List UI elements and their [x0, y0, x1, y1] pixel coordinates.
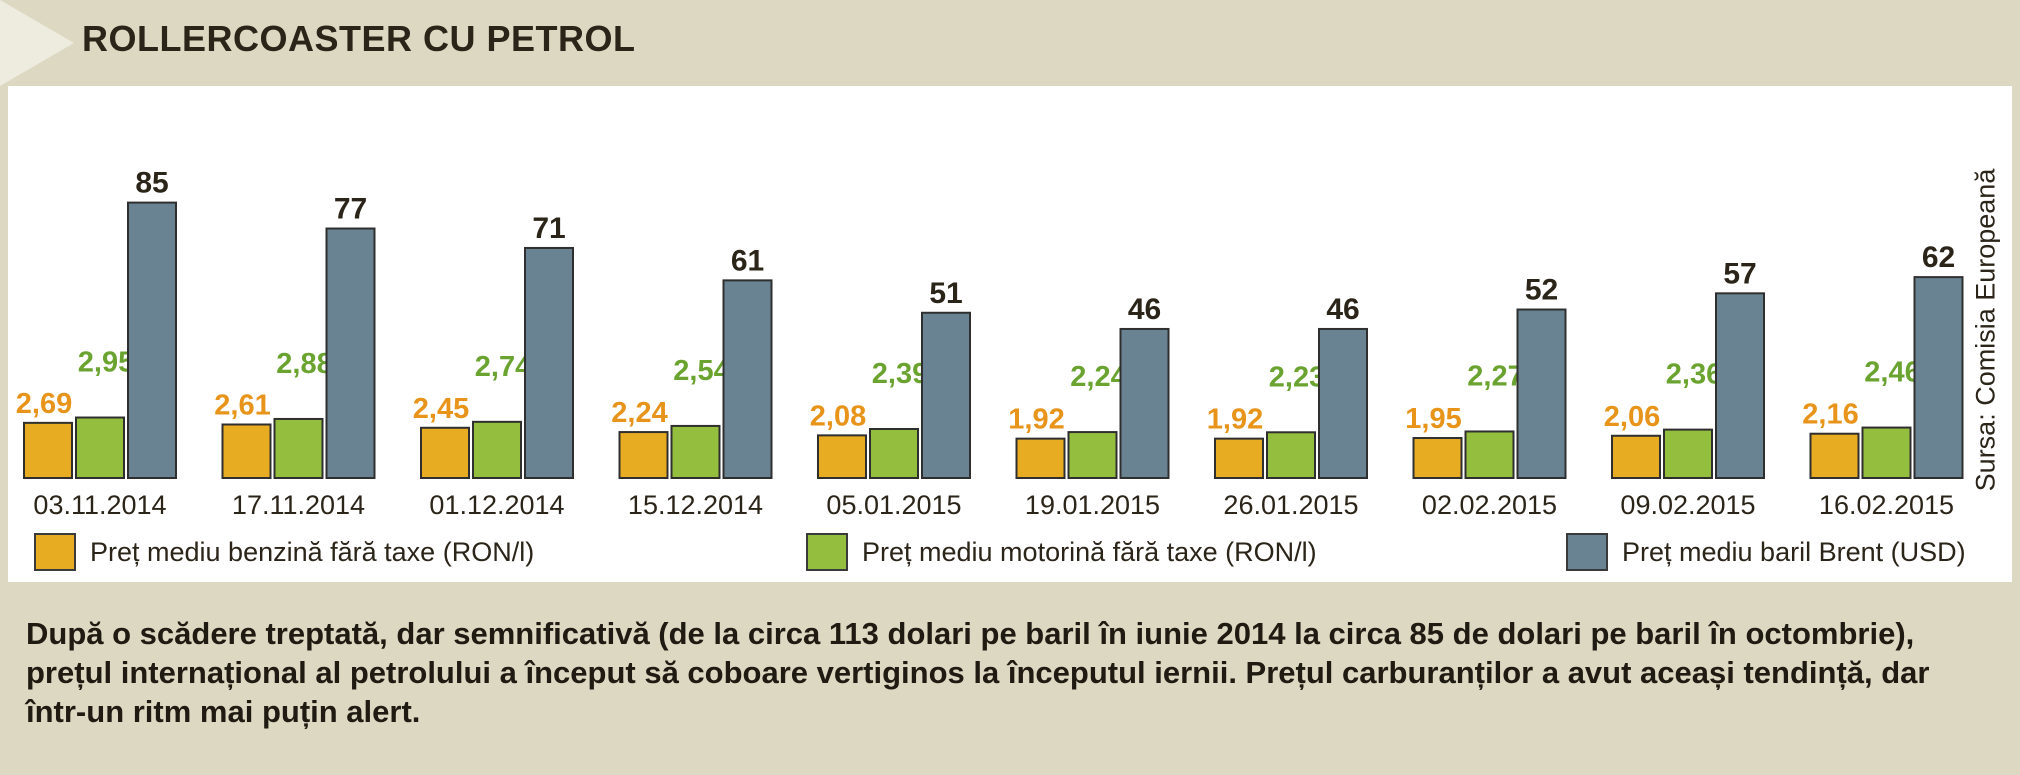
- data-label-motorina-3: 2,54: [673, 355, 729, 387]
- bar-motorina-1: [273, 417, 324, 479]
- bar-benzina-5: [1015, 437, 1066, 480]
- data-label-benzina-6: 1,92: [1207, 404, 1263, 436]
- x-tick-label-7: 02.02.2015: [1422, 490, 1557, 520]
- bar-chart: 2,692,95 85 03.11.2014 2,612,88 77 17.11.2014…: [16, 167, 1964, 520]
- data-label-motorina-6: 2,23: [1269, 361, 1325, 393]
- bar-brent-4: [921, 311, 971, 480]
- legend-label-benzina: Preț mediu benzină fără taxe (RON/l): [90, 536, 535, 567]
- x-tick-label-4: 05.01.2015: [826, 490, 961, 520]
- bar-benzina-4: [817, 434, 867, 479]
- source-label: Sursa: Comisia Europeană: [1970, 168, 2001, 492]
- bar-brent-2: [524, 246, 574, 479]
- bar-motorina-9: [1861, 426, 1912, 480]
- bar-brent-0: [127, 201, 177, 479]
- data-label-brent-1: 77: [334, 193, 367, 226]
- legend-swatch-brent: [1566, 533, 1608, 571]
- bar-benzina-3: [618, 431, 669, 479]
- bar-benzina-0: [23, 421, 73, 480]
- data-label-brent-4: 51: [929, 277, 962, 310]
- data-label-brent-5: 46: [1128, 293, 1161, 326]
- bar-motorina-5: [1067, 431, 1118, 479]
- data-label-brent-6: 46: [1326, 293, 1359, 326]
- bar-benzina-1: [221, 423, 272, 479]
- bar-motorina-4: [869, 428, 919, 480]
- header-bar: ROLLERCOASTER CU PETROL: [0, 0, 2020, 86]
- data-label-benzina-8: 2,06: [1604, 401, 1660, 433]
- bar-brent-9: [1913, 276, 1964, 479]
- x-tick-label-3: 15.12.2014: [628, 490, 763, 520]
- data-label-benzina-1: 2,61: [214, 389, 270, 421]
- caption-text: După o scădere treptată, dar semnificati…: [26, 616, 1930, 729]
- bar-benzina-9: [1809, 432, 1860, 479]
- data-label-motorina-8: 2,36: [1666, 359, 1722, 391]
- data-label-motorina-9: 2,46: [1864, 357, 1920, 389]
- legend-item-brent: Preț mediu baril Brent (USD): [1566, 530, 1966, 574]
- bar-brent-3: [722, 279, 773, 479]
- data-label-benzina-7: 1,95: [1405, 403, 1461, 435]
- bar-benzina-8: [1611, 434, 1661, 479]
- legend-item-benzina: Preț mediu benzină fără taxe (RON/l): [34, 530, 534, 574]
- data-label-brent-2: 71: [532, 212, 565, 245]
- bar-motorina-8: [1663, 428, 1713, 479]
- data-label-benzina-5: 1,92: [1008, 404, 1064, 436]
- data-label-motorina-4: 2,39: [872, 358, 928, 390]
- data-label-benzina-9: 2,16: [1802, 399, 1858, 431]
- bar-motorina-6: [1266, 431, 1316, 480]
- data-label-motorina-7: 2,27: [1467, 360, 1523, 392]
- data-label-brent-8: 57: [1723, 257, 1756, 290]
- x-tick-label-9: 16.02.2015: [1819, 490, 1954, 520]
- data-label-brent-9: 62: [1922, 241, 1955, 274]
- x-tick-label-6: 26.01.2015: [1223, 490, 1358, 520]
- bar-brent-5: [1119, 327, 1170, 479]
- data-label-motorina-0: 2,95: [78, 347, 134, 379]
- data-label-brent-3: 61: [731, 244, 764, 277]
- data-label-brent-7: 52: [1525, 274, 1558, 307]
- legend-label-motorina: Preț mediu motorină fără taxe (RON/l): [862, 536, 1317, 567]
- x-tick-label-5: 19.01.2015: [1025, 490, 1160, 520]
- data-label-brent-0: 85: [135, 167, 168, 200]
- x-tick-label-2: 01.12.2014: [429, 490, 564, 520]
- data-label-benzina-3: 2,24: [611, 397, 667, 429]
- data-label-benzina-0: 2,69: [16, 388, 72, 420]
- bar-motorina-7: [1464, 430, 1515, 479]
- bar-brent-7: [1516, 308, 1567, 479]
- bar-benzina-7: [1412, 437, 1463, 479]
- legend-swatch-motorina: [806, 533, 848, 571]
- data-label-motorina-2: 2,74: [475, 351, 531, 383]
- data-label-benzina-2: 2,45: [413, 393, 469, 425]
- data-label-motorina-1: 2,88: [276, 348, 332, 380]
- bar-motorina-0: [75, 416, 125, 479]
- x-tick-label-1: 17.11.2014: [232, 490, 365, 520]
- data-label-motorina-5: 2,24: [1070, 361, 1126, 393]
- bar-motorina-3: [670, 424, 721, 479]
- chart-title: ROLLERCOASTER CU PETROL: [82, 18, 636, 59]
- bar-brent-1: [325, 227, 376, 479]
- x-tick-label-8: 09.02.2015: [1620, 490, 1755, 520]
- header-arrow-icon: [0, 0, 74, 86]
- bar-benzina-6: [1214, 437, 1264, 480]
- bar-benzina-2: [420, 426, 470, 479]
- legend-swatch-benzina: [34, 533, 76, 571]
- data-label-benzina-4: 2,08: [810, 400, 866, 432]
- bar-motorina-2: [472, 420, 522, 479]
- legend-label-brent: Preț mediu baril Brent (USD): [1622, 536, 1966, 567]
- bar-brent-8: [1715, 292, 1765, 479]
- legend-item-motorina: Preț mediu motorină fără taxe (RON/l): [806, 530, 1317, 574]
- x-tick-label-0: 03.11.2014: [33, 490, 166, 520]
- bar-brent-6: [1318, 327, 1368, 479]
